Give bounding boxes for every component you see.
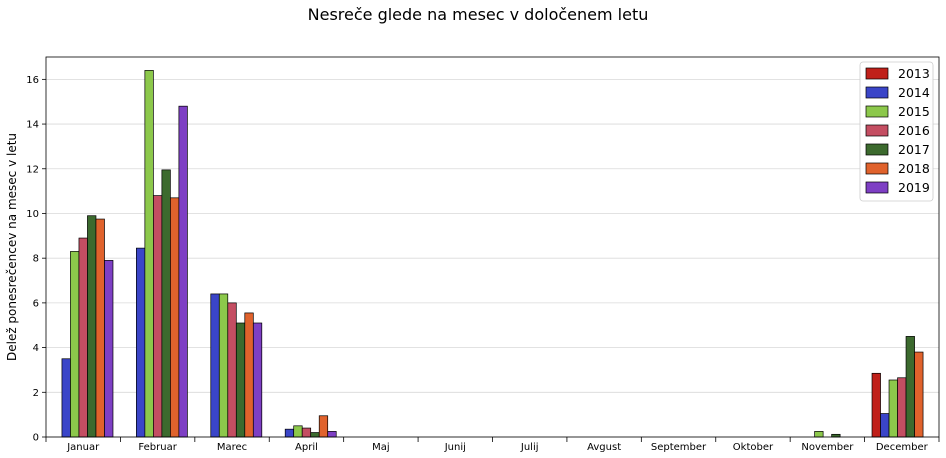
bar-2018-april — [318, 415, 329, 438]
legend-swatch-2013 — [865, 67, 889, 80]
bar-2016-marec — [227, 302, 237, 438]
bar-2018-januar — [95, 218, 105, 438]
bar-2017-marec — [235, 322, 246, 438]
x-axis-ticks: Januar Februar Marec April Maj Junij Julij Avgu… — [45, 437, 940, 453]
bar-2017-februar — [161, 169, 171, 438]
legend-swatch-2018 — [865, 162, 889, 175]
legend-swatch-2016 — [865, 124, 889, 137]
x-tick-label: Avgust — [587, 442, 621, 453]
legend-label-2016: 2016 — [898, 123, 930, 138]
bar-2017-december — [905, 336, 915, 438]
bar-2016-januar — [78, 237, 88, 438]
y-tick-label: 6 — [33, 298, 39, 309]
x-tick-label: Maj — [372, 442, 390, 453]
bar-2019-januar — [104, 260, 114, 438]
bar-2014-december — [880, 413, 890, 438]
x-tick-label: Januar — [66, 442, 100, 453]
legend-label-2019: 2019 — [898, 180, 930, 195]
bar-2017-januar — [87, 215, 97, 438]
y-tick-label: 2 — [33, 388, 39, 399]
legend-swatch-2017 — [865, 143, 889, 156]
x-tick-label: April — [295, 442, 318, 453]
y-tick-label: 10 — [26, 209, 39, 220]
y-tick-label: 0 — [33, 433, 39, 444]
bar-2014-januar — [61, 358, 71, 438]
bar-2017-november — [831, 433, 841, 438]
bar-2018-marec — [244, 312, 254, 438]
bar-2019-marec — [252, 322, 263, 438]
legend-swatch-2015 — [865, 105, 889, 118]
bar-2015-februar — [144, 70, 154, 438]
x-tick-label: Junij — [444, 442, 466, 453]
legend-swatch-2019 — [865, 181, 889, 194]
bars — [61, 70, 924, 438]
x-tick-label: November — [801, 442, 854, 453]
legend-label-2015: 2015 — [898, 104, 930, 119]
y-tick-label: 14 — [26, 120, 39, 131]
y-tick-label: 8 — [33, 254, 39, 265]
y-tick-label: 16 — [26, 75, 39, 86]
chart-title: Nesreče glede na mesec v določenem letu — [308, 5, 649, 24]
legend-label-2013: 2013 — [898, 66, 930, 81]
x-tick-label: Februar — [138, 442, 177, 453]
bar-2015-november — [814, 431, 824, 438]
y-tick-label: 4 — [33, 343, 39, 354]
bar-2016-december — [897, 377, 907, 438]
bar-2018-december — [914, 351, 924, 438]
bar-2019-april — [327, 431, 337, 438]
bar-2015-marec — [218, 293, 229, 438]
bar-2014-april — [284, 428, 295, 438]
bar-2014-februar — [136, 247, 146, 438]
bar-2013-december — [871, 372, 881, 438]
bar-2015-januar — [70, 251, 80, 438]
x-tick-label: Marec — [217, 442, 247, 453]
x-tick-label: September — [651, 442, 707, 453]
bar-2017-april — [310, 432, 320, 438]
legend-label-2018: 2018 — [898, 161, 930, 176]
y-tick-label: 12 — [26, 164, 39, 175]
legend-label-2014: 2014 — [898, 85, 930, 100]
bar-2016-februar — [153, 195, 163, 438]
grid-lines — [46, 78, 939, 438]
x-tick-label: Oktober — [733, 442, 774, 453]
y-axis-label: Delež ponesrečencev na mesec v letu — [5, 133, 19, 361]
bar-2015-december — [888, 379, 898, 438]
bar-2014-marec — [210, 293, 220, 438]
legend: 2013 2014 2015 2016 2017 2018 2019 — [859, 61, 934, 202]
x-tick-label: December — [876, 442, 929, 453]
legend-swatch-2014 — [865, 86, 889, 99]
x-tick-label: Julij — [520, 442, 539, 453]
bar-2018-februar — [170, 197, 180, 438]
bar-2015-april — [293, 425, 303, 438]
bar-2016-april — [301, 427, 312, 438]
bar-2019-februar — [178, 105, 188, 438]
y-axis-ticks: 0 2 4 6 8 10 12 14 16 — [26, 75, 46, 444]
legend-label-2017: 2017 — [898, 142, 930, 157]
